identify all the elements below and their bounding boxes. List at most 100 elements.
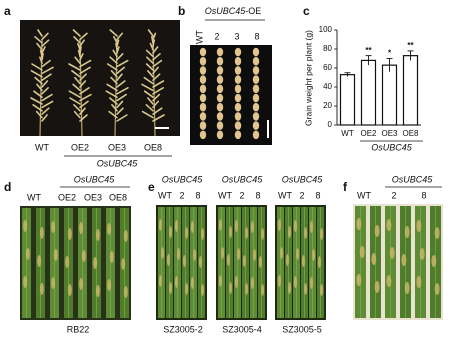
lesion <box>158 219 162 231</box>
lesion <box>245 283 249 295</box>
grain <box>252 56 260 66</box>
grain <box>216 75 224 84</box>
branch <box>41 46 46 54</box>
lesion <box>304 283 308 295</box>
lesion <box>107 223 112 235</box>
lesion <box>185 283 189 295</box>
lesion <box>221 247 225 259</box>
leaf-photos <box>20 204 443 320</box>
branch <box>30 97 43 105</box>
branch <box>106 63 118 71</box>
lesion <box>434 227 440 239</box>
lesion <box>389 247 395 259</box>
lesion <box>309 277 313 289</box>
branch <box>145 49 154 58</box>
grain <box>216 93 224 103</box>
grain <box>199 130 207 140</box>
lesion <box>109 251 114 263</box>
branch <box>73 35 81 44</box>
label: WT <box>278 190 292 200</box>
branch <box>152 100 160 109</box>
branch <box>109 97 118 105</box>
branch <box>37 29 43 37</box>
suffix: -OE <box>245 6 261 16</box>
branch <box>36 42 43 51</box>
branch <box>152 59 163 68</box>
lesion <box>234 276 238 288</box>
lesion <box>312 249 316 261</box>
lesion <box>161 247 165 259</box>
branch <box>74 76 81 85</box>
lesion <box>404 226 410 238</box>
branch <box>73 110 81 119</box>
lesion <box>374 225 380 237</box>
y-tick-label: 0 <box>328 120 333 129</box>
grain <box>234 56 242 66</box>
x-tick-label: OE3 <box>381 129 398 138</box>
label: OE3 <box>108 142 126 152</box>
lesion <box>51 277 56 289</box>
branch <box>34 35 43 44</box>
lesion <box>371 253 377 265</box>
branch <box>41 100 54 109</box>
grains <box>199 47 260 140</box>
branch <box>141 83 154 92</box>
branch <box>116 52 124 61</box>
branch <box>105 90 118 98</box>
branch <box>41 52 44 61</box>
lesion <box>81 250 86 262</box>
branch <box>79 52 84 61</box>
lesion <box>107 279 112 291</box>
lesion <box>434 283 440 295</box>
label: 2 <box>239 190 244 200</box>
branch <box>116 93 127 102</box>
branch <box>116 87 129 95</box>
lesion <box>226 254 230 266</box>
label: WT <box>194 30 204 44</box>
branch <box>79 59 92 68</box>
lesion <box>309 221 313 233</box>
lesion <box>317 256 321 268</box>
lesion <box>250 277 254 289</box>
grain <box>216 121 224 130</box>
branch <box>116 66 125 75</box>
branch <box>68 90 81 98</box>
lesion <box>374 281 380 293</box>
grain <box>234 66 242 75</box>
lesion <box>177 248 181 260</box>
lesion <box>169 226 173 238</box>
gene: OsUBC45 <box>205 6 247 16</box>
branch <box>152 93 161 102</box>
branch <box>41 93 53 102</box>
branch <box>151 35 154 44</box>
label: 8 <box>315 190 320 200</box>
branch <box>39 49 43 58</box>
branch <box>152 39 156 48</box>
branch <box>115 42 118 51</box>
branch <box>33 90 43 98</box>
label: 2 <box>214 31 219 41</box>
branch <box>152 73 161 81</box>
branch <box>41 107 50 115</box>
lesion <box>23 276 28 288</box>
lesion <box>250 221 254 233</box>
label: 8 <box>421 190 426 200</box>
bar <box>339 74 356 126</box>
lesion <box>39 227 44 239</box>
x-tick-label: OE8 <box>402 129 419 138</box>
branch <box>141 110 154 119</box>
y-tick-label: 20 <box>323 101 332 110</box>
lesion <box>242 255 246 267</box>
lesion <box>218 219 222 231</box>
title: OsUBC45-OE <box>205 6 262 16</box>
grain <box>199 121 207 130</box>
y-axis-label: Grain weight per plant (g) <box>303 30 313 126</box>
label: WT <box>357 190 371 200</box>
lesion <box>51 221 56 233</box>
lesion <box>123 286 128 298</box>
label: OE2 <box>71 142 89 152</box>
y-tick-label: 80 <box>323 44 332 53</box>
branch <box>34 76 43 85</box>
bar <box>360 59 377 126</box>
grain <box>234 121 242 130</box>
